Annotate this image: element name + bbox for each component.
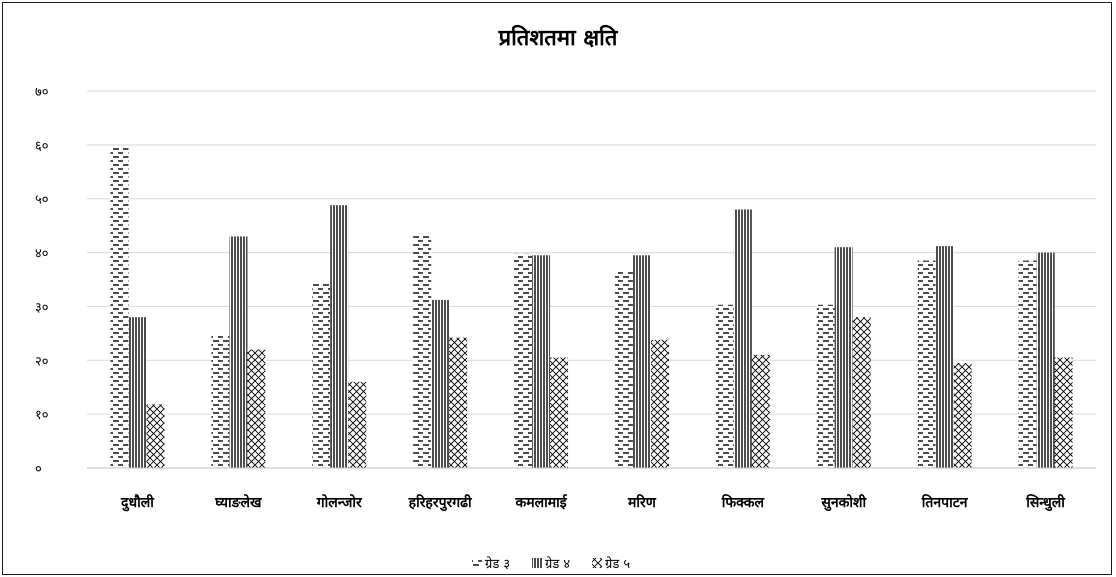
bar-4-6 xyxy=(733,209,752,468)
bar-4-1 xyxy=(229,236,248,468)
bar-5-0 xyxy=(146,404,165,468)
category-labels: दुधौली घ्याङलेख गोलन्जोर हरिहरपुरगढी कमलामाई… xyxy=(120,494,1066,512)
category-label: तिनपाटन xyxy=(921,494,969,511)
legend-swatch xyxy=(532,558,542,568)
bar-3-7 xyxy=(816,304,835,468)
category-label: कमलामाई xyxy=(514,494,567,511)
bar-5-9 xyxy=(1054,357,1073,468)
y-tick-label: ४० xyxy=(35,247,49,262)
category-label: सिन्धुली xyxy=(1025,494,1066,512)
y-tick-label: ७० xyxy=(35,85,49,100)
bar-5-1 xyxy=(247,349,266,468)
bar-5-3 xyxy=(449,337,468,468)
category-label: हरिहरपुरगढी xyxy=(408,494,473,512)
bar-3-4 xyxy=(514,253,533,468)
bar-5-6 xyxy=(751,354,770,468)
bar-3-5 xyxy=(614,270,633,468)
bar-3-3 xyxy=(413,233,432,468)
y-tick-label: २० xyxy=(35,354,49,369)
bar-4-7 xyxy=(834,247,853,468)
legend-swatch xyxy=(592,558,602,568)
bar-5-7 xyxy=(852,317,871,468)
bar-5-4 xyxy=(550,357,569,468)
y-tick-label: ५० xyxy=(35,193,49,208)
category-label: मरिण xyxy=(627,494,657,511)
bar-4-9 xyxy=(1036,252,1055,468)
bar-5-5 xyxy=(650,339,669,468)
bar-3-9 xyxy=(1018,260,1037,468)
legend-label: ग्रेड ४ xyxy=(545,556,570,572)
y-tick-label: ० xyxy=(35,462,42,477)
category-label: गोलन्जोर xyxy=(316,494,363,511)
bars xyxy=(110,147,1073,469)
chart-title: प्रतिशतमा क्षति xyxy=(498,24,619,51)
bar-4-5 xyxy=(632,255,651,468)
category-label: घ्याङलेख xyxy=(214,494,262,511)
bar-3-2 xyxy=(312,283,331,468)
y-axis-ticks: ० १० २० ३० ४० ५० ६० ७० xyxy=(35,85,49,477)
bar-4-4 xyxy=(532,255,551,468)
legend: ग्रेड ३ ग्रेड ४ ग्रेड ५ xyxy=(472,556,630,572)
bar-4-3 xyxy=(431,299,450,468)
bar-chart: प्रतिशतमा क्षति ० १० २० ३० ४० ५० ६० ७० दुधौली घ्… xyxy=(35,24,1096,572)
legend-label: ग्रेड ५ xyxy=(605,556,630,572)
bar-3-6 xyxy=(715,304,734,468)
y-tick-label: ६० xyxy=(35,139,49,154)
bar-5-2 xyxy=(348,381,367,468)
bar-4-2 xyxy=(330,205,349,469)
y-tick-label: ३० xyxy=(35,300,49,315)
bar-4-8 xyxy=(935,246,954,468)
bar-3-0 xyxy=(110,147,129,469)
category-label: सुनकोशी xyxy=(820,494,867,512)
legend-label: ग्रेड ३ xyxy=(485,556,510,572)
bar-5-8 xyxy=(953,362,972,468)
bar-3-8 xyxy=(917,260,936,468)
category-label: फिक्कल xyxy=(721,494,765,511)
bar-3-1 xyxy=(211,334,230,468)
legend-swatch xyxy=(472,558,482,568)
category-label: दुधौली xyxy=(120,494,155,512)
y-tick-label: १० xyxy=(35,408,49,423)
bar-4-0 xyxy=(128,317,147,468)
